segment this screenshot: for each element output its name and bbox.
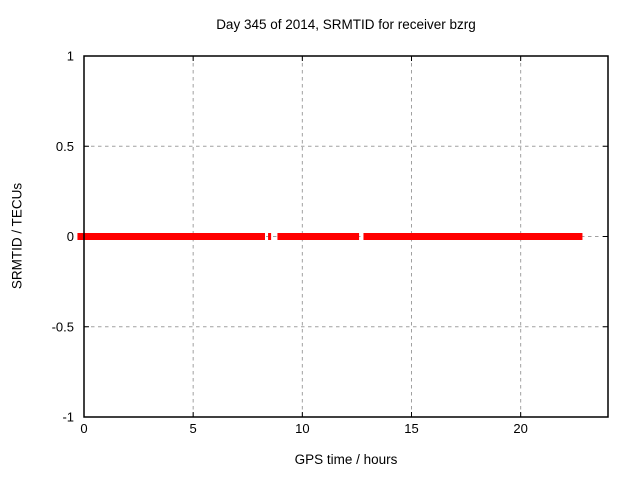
x-tick-label: 10 — [295, 421, 309, 436]
x-tick-label: 0 — [80, 421, 87, 436]
x-tick-label: 5 — [190, 421, 197, 436]
y-tick-label: 1 — [67, 49, 74, 64]
x-axis-label: GPS time / hours — [294, 452, 398, 467]
chart-title: Day 345 of 2014, SRMTID for receiver bzr… — [216, 17, 476, 32]
plot-border — [83, 55, 609, 418]
y-tick-label: -1 — [62, 410, 74, 425]
y-tick-label: 0.5 — [56, 139, 74, 154]
y-tick-label: 0 — [67, 229, 74, 244]
y-tick-label: -0.5 — [52, 319, 74, 334]
x-tick-label: 20 — [513, 421, 527, 436]
x-tick-label: 15 — [404, 421, 418, 436]
